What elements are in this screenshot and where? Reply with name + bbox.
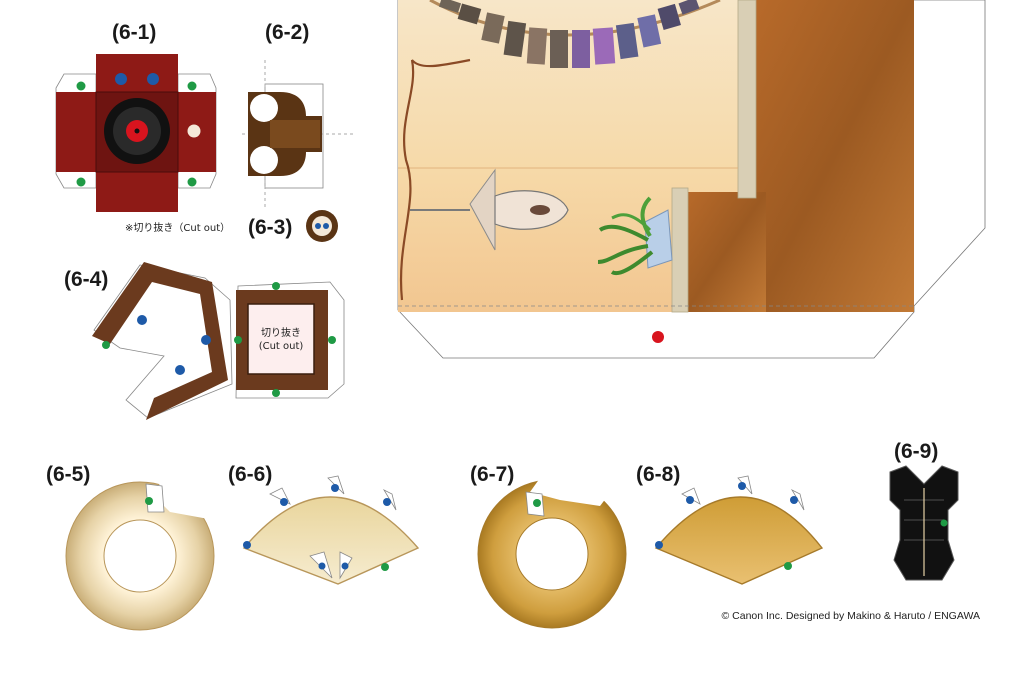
part-6-3-disc: [306, 210, 338, 242]
label-6-4: (6-4): [64, 268, 109, 291]
label-6-5: (6-5): [46, 463, 91, 486]
room-panel: [397, 0, 986, 359]
cutout-box-line1: 切り抜き: [261, 326, 301, 339]
part-6-1-red-box: [55, 54, 217, 212]
potted-plant: [597, 196, 673, 276]
label-6-8: (6-8): [636, 463, 681, 486]
part-6-7-gold-ring: [477, 478, 627, 629]
cutout-box-line2: (Cut out): [259, 341, 304, 352]
label-6-3: (6-3): [248, 216, 293, 239]
room-step-edge: [671, 187, 689, 313]
part-6-9-black-figure: [889, 465, 959, 581]
label-6-9: (6-9): [894, 440, 939, 463]
part-6-6-tan-fan: [242, 475, 420, 585]
part-6-8-gold-fan: [654, 475, 824, 585]
label-6-7: (6-7): [470, 463, 515, 486]
room-pillar: [737, 0, 757, 199]
part-6-5-tan-ring: [65, 481, 215, 631]
room-floor-step: [686, 192, 766, 312]
book-arc: [438, 0, 700, 68]
room-floor-right: [755, 0, 914, 312]
part-6-4-frame: 切り抜き (Cut out): [92, 262, 345, 420]
red-alignment-mark: [652, 331, 664, 343]
label-6-6: (6-6): [228, 463, 273, 486]
label-6-2: (6-2): [265, 21, 310, 44]
part-6-2-bracket: [242, 60, 356, 210]
cutout-note: ※切り抜き（Cut out）: [125, 223, 231, 234]
pendant-lamp: [410, 168, 569, 251]
copyright-notice: © Canon Inc. Designed by Makino & Haruto…: [721, 610, 981, 622]
label-6-1: (6-1): [112, 21, 157, 44]
vine: [400, 58, 471, 301]
